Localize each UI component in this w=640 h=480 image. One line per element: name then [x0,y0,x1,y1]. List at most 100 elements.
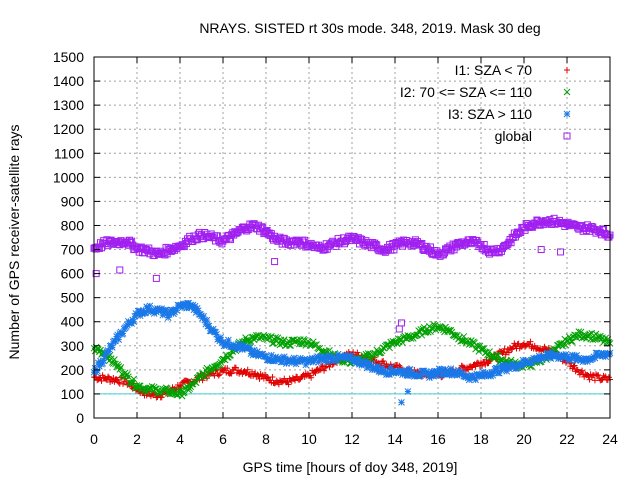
interp-point-d2 [442,366,449,373]
interp-point-d2 [387,338,395,346]
interp-point [286,342,294,349]
interp-point-d2 [168,387,175,395]
interp-point-d2 [575,328,583,335]
interp-point-d2 [272,333,280,341]
data-point-d2 [165,388,173,395]
interp-point [567,338,575,346]
interp-point [479,362,486,369]
interp-point [472,363,479,370]
interp-point [595,371,602,378]
interp-point [321,367,328,374]
interp-point-d2 [401,367,409,374]
interp-point [487,353,495,361]
interp-point [111,356,118,363]
interp-point [274,334,282,342]
interp-point-d2 [355,355,362,363]
interp-point-d2 [140,384,147,392]
interp-point [129,379,137,387]
interp-point-d2 [125,373,132,381]
interp-point-d2 [326,352,333,360]
interp-point [586,330,593,338]
interp-point [100,357,108,364]
interp-point-d2 [247,338,255,345]
interp-point [584,371,591,378]
interp-point [380,357,387,364]
interp-point [125,373,132,381]
interp-point-d2 [493,351,501,359]
interp-point-d2 [158,305,166,313]
interp-point-d2 [193,304,201,312]
interp-point-d2 [577,328,585,336]
interp-point [117,364,125,371]
interp-point-d2 [288,336,296,344]
interp-point [379,358,386,365]
interp-point-d2 [127,379,134,387]
interp-point-d2 [581,331,589,339]
interp-point [605,374,612,381]
interp-point-d2 [100,357,108,364]
interp-point-d2 [111,356,118,363]
interp-point [207,365,215,373]
interp-point [502,351,509,358]
interp-point-d2 [458,337,466,345]
interp-point-d2 [422,328,430,336]
interp-point [417,326,425,333]
interp-point-d2 [465,341,473,348]
interp-point-d2 [106,351,114,359]
interp-point-d2 [424,328,432,336]
interp-point-d2 [309,338,317,346]
interp-point [177,386,185,394]
interp-point-d2 [173,391,181,399]
interp-point [228,370,235,377]
interp-point [575,328,583,335]
interp-point-d2 [374,362,382,370]
interp-point [216,371,223,378]
interp-point [453,331,461,339]
interp-point [355,355,362,363]
interp-point-d2 [152,385,160,392]
interp-point-d2 [128,379,135,387]
interp-point-d2 [125,317,132,325]
interp-point [577,328,585,336]
interp-point-d2 [242,334,249,342]
interp-point-d2 [494,351,502,359]
interp-point-d2 [567,338,575,346]
interp-point-d2 [207,365,215,373]
interp-point-d2 [383,341,390,349]
interp-point-d2 [361,357,369,365]
interp-point-d2 [105,348,113,355]
interp-point-d2 [246,344,254,352]
interp-point-d2 [508,360,516,368]
interp-point-d2 [429,325,436,333]
interp-point-d2 [268,351,275,359]
interp-point-d2 [109,360,117,367]
interp-point-d2 [290,336,298,344]
interp-point-d2 [213,330,220,338]
interp-point [217,333,225,341]
interp-point [442,366,449,373]
interp-point-d2 [487,353,495,361]
interp-point-d2 [323,358,331,366]
interp-point-d2 [469,371,476,379]
interp-point-d2 [453,331,461,339]
interp-point-d2 [136,382,144,390]
interp-point-d2 [116,366,124,373]
interp-point-d2 [225,336,232,344]
interp-point-d2 [188,380,196,388]
interp-point-d2 [313,341,320,348]
interp-point-d2 [130,318,138,326]
interp-point [465,366,472,373]
interp-point-d2 [449,368,457,375]
interp-point-d2 [151,385,159,393]
interp-point-d2 [274,334,282,342]
interp-point-d2 [212,328,219,336]
interp-point [218,356,226,364]
interp-point-d2 [180,389,188,396]
interp-point [152,385,160,392]
interp-point-d2 [605,338,613,346]
interp-point-d2 [286,342,294,349]
interp-point [570,363,577,370]
interp-point-d2 [478,345,486,353]
interp-point [475,360,482,367]
